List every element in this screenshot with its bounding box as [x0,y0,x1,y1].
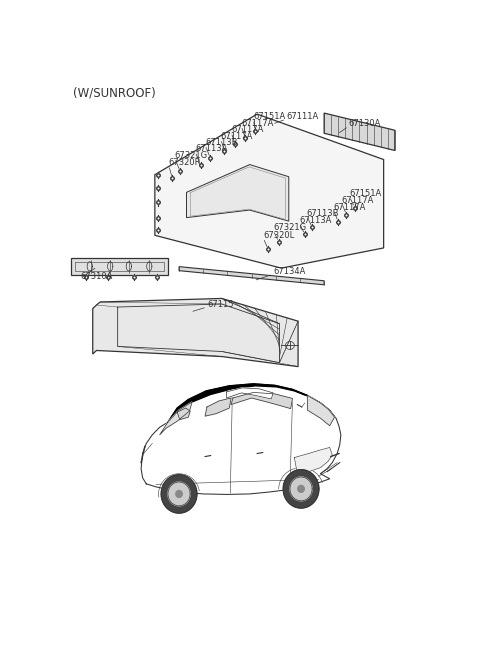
Polygon shape [283,470,319,508]
Polygon shape [298,485,304,493]
Polygon shape [168,482,190,506]
Text: 67113A: 67113A [195,144,228,154]
Polygon shape [155,114,384,268]
Text: 67151A: 67151A [349,190,382,198]
Polygon shape [324,113,395,150]
Polygon shape [93,298,298,367]
Text: (W/SUNROOF): (W/SUNROOF) [73,87,156,100]
Text: 67111A: 67111A [286,112,318,121]
Polygon shape [176,491,182,497]
Text: 67113A: 67113A [299,216,332,224]
Text: 67321G: 67321G [175,151,208,160]
Polygon shape [186,165,289,221]
Text: 67117A: 67117A [241,119,274,128]
Text: 67151A: 67151A [253,112,286,121]
Polygon shape [177,408,190,420]
Polygon shape [231,392,292,409]
Polygon shape [71,258,168,275]
Text: 67117A: 67117A [231,125,264,134]
Text: 67117A: 67117A [342,196,374,205]
Text: 67320L: 67320L [263,231,294,240]
Polygon shape [294,447,332,474]
Polygon shape [205,398,231,416]
Polygon shape [307,396,335,426]
Text: 67115: 67115 [207,300,233,309]
Polygon shape [161,475,197,513]
Polygon shape [141,384,341,495]
Polygon shape [168,384,335,422]
Text: 67113B: 67113B [307,209,339,218]
Polygon shape [160,402,192,435]
Polygon shape [227,388,273,399]
Polygon shape [179,266,324,285]
Text: 67113B: 67113B [205,138,238,147]
Text: 67117A: 67117A [334,203,366,212]
Text: 67117A: 67117A [221,132,253,141]
Text: 67320R: 67320R [168,158,201,167]
Text: 67134A: 67134A [273,267,306,276]
Text: 67310A: 67310A [81,272,113,281]
Text: 67130A: 67130A [348,119,381,128]
Text: 67321G: 67321G [273,223,306,232]
Polygon shape [290,477,312,501]
